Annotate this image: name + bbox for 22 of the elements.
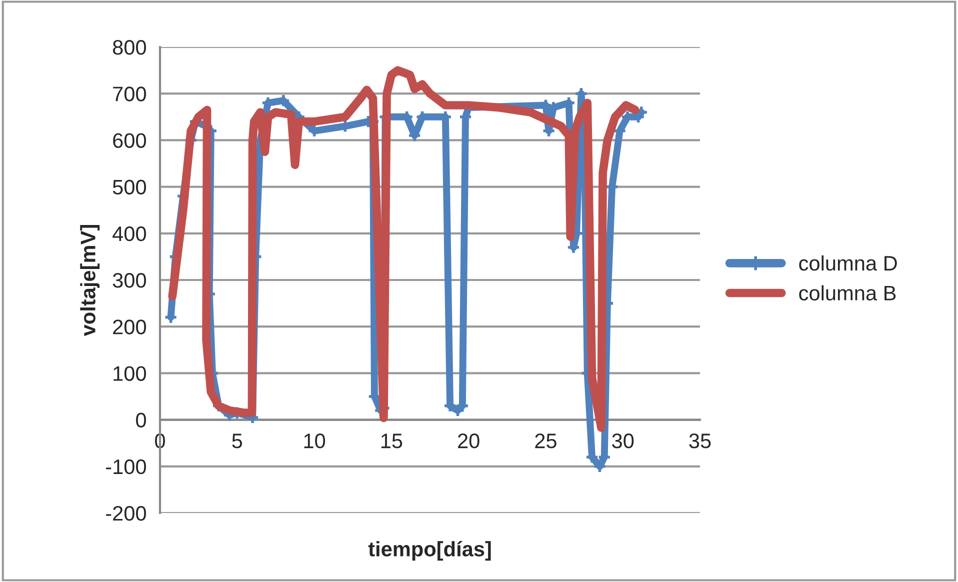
legend-label: columna D — [799, 255, 897, 271]
y-tick-label: 800 — [112, 40, 146, 55]
x-axis-title: tiempo[días] — [368, 540, 491, 561]
x-tick-label: 25 — [535, 434, 556, 448]
x-tick-label: 5 — [232, 434, 242, 448]
y-tick-label: 600 — [113, 133, 146, 148]
legend-label: columna B — [799, 285, 896, 301]
x-tick-label: 20 — [458, 434, 480, 448]
y-tick-label: -200 — [106, 506, 146, 521]
x-tick-label: 10 — [304, 434, 326, 448]
x-tick-label: 15 — [381, 434, 402, 448]
y-tick-label: 100 — [114, 366, 146, 381]
y-tick-label: -100 — [106, 459, 146, 474]
x-tick-label: 35 — [689, 434, 711, 448]
y-tick-label: 500 — [112, 180, 146, 195]
x-tick-label: 30 — [612, 434, 634, 448]
y-tick-label: 700 — [113, 86, 146, 102]
y-tick-label: 400 — [112, 226, 146, 242]
y-tick-label: 300 — [112, 273, 146, 288]
y-axis-title: voltaje[mV] — [80, 225, 100, 336]
y-tick-label: 0 — [136, 412, 146, 428]
y-tick-label: 200 — [113, 320, 146, 334]
